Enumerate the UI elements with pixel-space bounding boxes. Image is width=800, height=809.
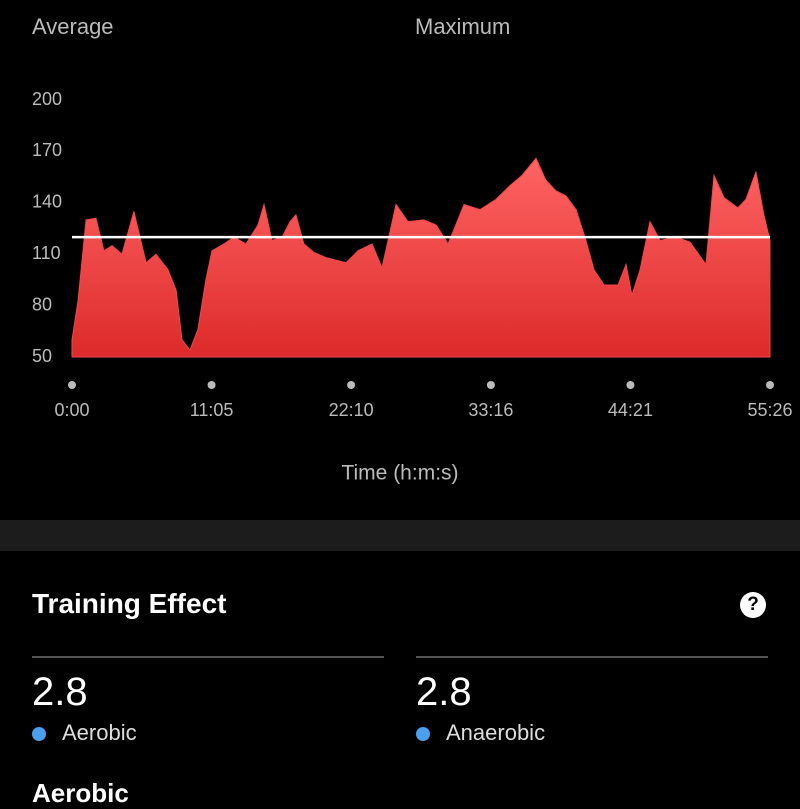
x-axis-label: Time (h:m:s) xyxy=(341,462,458,485)
heart-rate-chart: Time (h:m:s) 50 80 110 140 170 200 0:00 11:05 22… xyxy=(32,89,793,485)
anaerobic-value: 2.8 xyxy=(416,670,472,714)
y-tick-label: 80 xyxy=(32,294,52,314)
x-tick-label: 55:26 xyxy=(747,400,792,420)
x-tick-label: 11:05 xyxy=(190,400,234,420)
y-tick-label: 110 xyxy=(32,243,61,263)
help-icon[interactable]: ? xyxy=(740,592,766,618)
x-tick-label: 44:21 xyxy=(608,400,653,420)
separator xyxy=(32,656,384,658)
x-tick-dot xyxy=(68,381,76,389)
separator xyxy=(416,656,768,658)
y-tick-label: 170 xyxy=(32,140,62,160)
average-label: Average xyxy=(32,14,114,39)
x-tick-dot xyxy=(626,381,635,389)
section-divider xyxy=(0,520,800,551)
next-heading: Aerobic xyxy=(32,778,129,808)
maximum-label: Maximum xyxy=(415,14,511,39)
heart-rate-area xyxy=(71,157,771,358)
aerobic-label: Aerobic xyxy=(62,720,137,745)
y-tick-label: 200 xyxy=(32,89,62,109)
section-title: Training Effect xyxy=(32,588,227,619)
anaerobic-label: Anaerobic xyxy=(446,720,546,745)
x-tick-label: 33:16 xyxy=(468,400,513,420)
x-tick-dot xyxy=(486,381,495,389)
y-tick-label: 50 xyxy=(32,346,52,366)
y-tick-label: 140 xyxy=(32,192,62,212)
x-tick-label: 0:00 xyxy=(54,400,89,420)
x-tick-label: 22:10 xyxy=(329,400,374,420)
x-tick-dot xyxy=(347,381,356,389)
aerobic-value: 2.8 xyxy=(32,670,88,714)
legend-dot xyxy=(32,727,46,741)
x-tick-dot xyxy=(207,381,216,389)
x-tick-dot xyxy=(766,381,774,389)
legend-dot xyxy=(416,727,430,741)
